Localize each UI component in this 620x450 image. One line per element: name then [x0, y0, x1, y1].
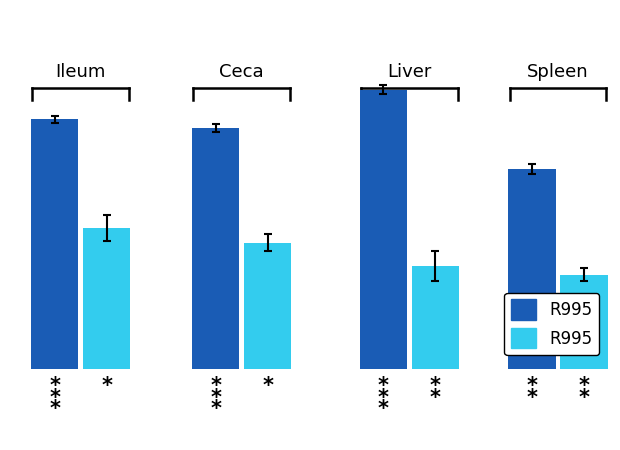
- Bar: [83, 228, 130, 369]
- Bar: [508, 169, 556, 369]
- Text: Ileum: Ileum: [55, 63, 106, 81]
- Text: Ceca: Ceca: [219, 63, 264, 81]
- Legend: R995, R995: R995, R995: [505, 292, 600, 355]
- Text: *: *: [578, 376, 590, 396]
- Text: *: *: [378, 376, 389, 396]
- Text: *: *: [210, 399, 221, 418]
- Bar: [412, 266, 459, 369]
- Text: *: *: [210, 387, 221, 408]
- Text: *: *: [210, 376, 221, 396]
- Text: *: *: [262, 376, 273, 396]
- Text: *: *: [49, 387, 60, 408]
- Text: *: *: [526, 376, 538, 396]
- Text: *: *: [430, 387, 441, 408]
- Bar: [31, 119, 78, 369]
- Text: Liver: Liver: [387, 63, 432, 81]
- Text: *: *: [578, 387, 590, 408]
- Text: *: *: [526, 387, 538, 408]
- Text: Spleen: Spleen: [527, 63, 589, 81]
- Text: *: *: [378, 387, 389, 408]
- Bar: [244, 243, 291, 369]
- Text: *: *: [49, 399, 60, 418]
- Bar: [192, 128, 239, 369]
- Bar: [360, 90, 407, 369]
- Text: *: *: [378, 399, 389, 418]
- Bar: [560, 275, 608, 369]
- Text: *: *: [430, 376, 441, 396]
- Text: *: *: [101, 376, 112, 396]
- Text: *: *: [49, 376, 60, 396]
